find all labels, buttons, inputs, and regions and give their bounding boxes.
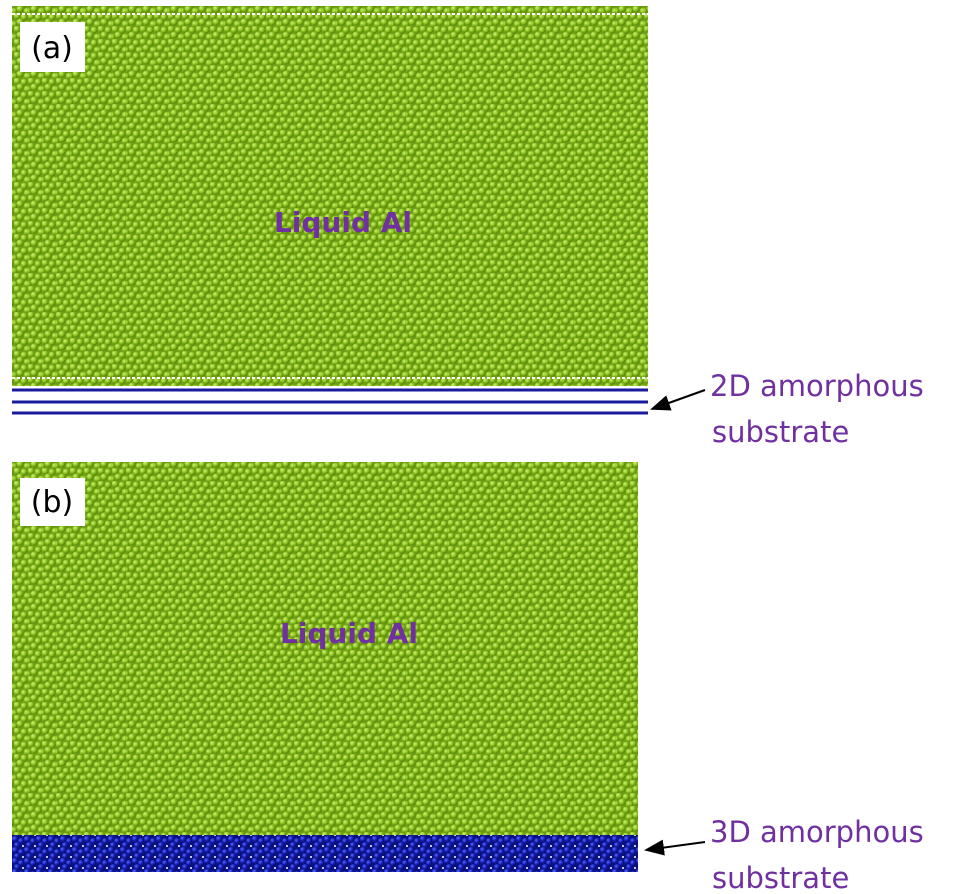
figure: (a) Liquid Al 2D amorphous substrate (b)… xyxy=(0,0,957,894)
region-label: Liquid Al xyxy=(280,617,418,650)
substrate-label: 3D amorphous xyxy=(710,815,924,849)
substrate-label: 2D amorphous xyxy=(710,369,924,403)
arrow xyxy=(652,390,705,409)
liquid-region xyxy=(12,6,648,386)
substrate-region xyxy=(12,835,638,872)
panel-label: (a) xyxy=(31,31,73,66)
region-label: Liquid Al xyxy=(274,206,412,239)
arrow xyxy=(646,842,705,850)
substrate-label: substrate xyxy=(712,415,849,449)
substrate-label: substrate xyxy=(712,861,849,894)
panel-label: (b) xyxy=(31,485,73,520)
